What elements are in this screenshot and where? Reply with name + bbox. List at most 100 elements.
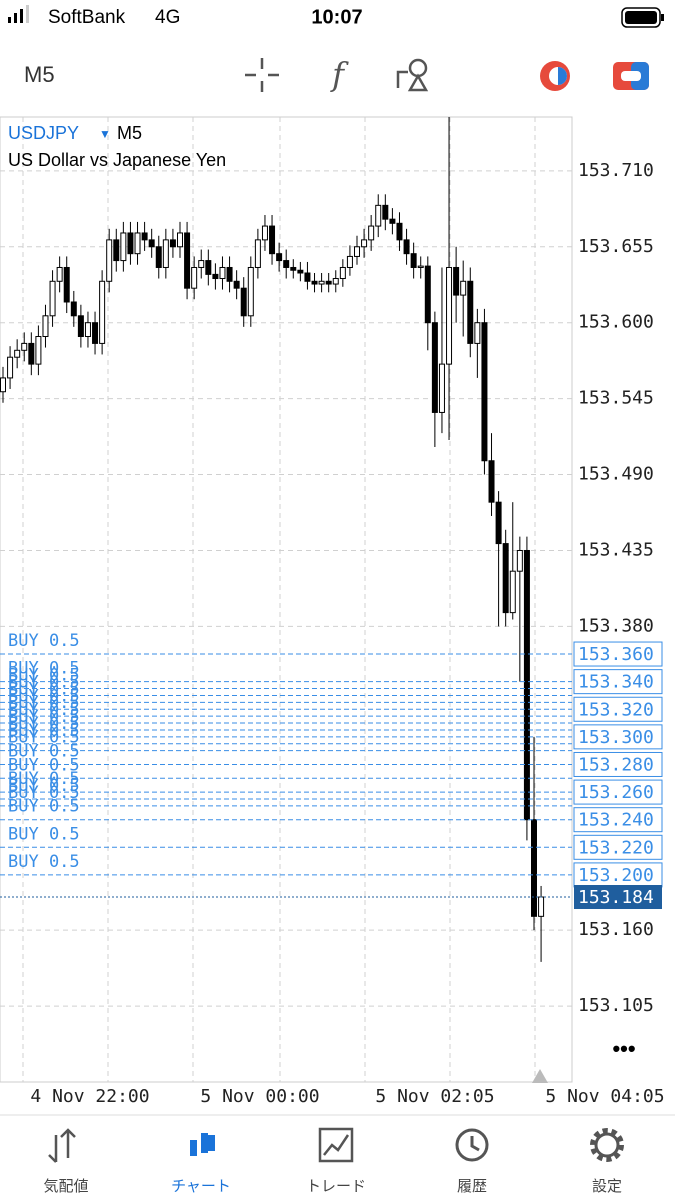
candle-body bbox=[361, 239, 368, 248]
indicators-button[interactable]: f bbox=[330, 56, 349, 94]
candle-body bbox=[297, 269, 304, 274]
candle-body bbox=[254, 239, 261, 268]
candle-body bbox=[84, 322, 91, 338]
candle-body bbox=[261, 225, 268, 241]
candle-body bbox=[531, 819, 537, 917]
tab-icon bbox=[318, 1127, 354, 1163]
candle-body bbox=[488, 460, 495, 503]
current-price-box bbox=[574, 885, 662, 910]
order-price-label: 153.240 bbox=[578, 810, 654, 831]
candle-body bbox=[113, 239, 120, 262]
order-label: BUY 0.5 bbox=[8, 693, 80, 713]
order-price-box bbox=[573, 807, 663, 833]
candle-body bbox=[481, 322, 488, 462]
more-button[interactable]: ••• bbox=[612, 1036, 635, 1061]
candle-body bbox=[304, 272, 311, 282]
scroll-marker bbox=[532, 1069, 548, 1083]
order-label: BUY 0.5 bbox=[8, 631, 80, 651]
order-price-label: 153.260 bbox=[578, 782, 654, 803]
order-price-box bbox=[573, 669, 663, 695]
order-label: BUY 0.5 bbox=[8, 666, 80, 686]
chart-title: US Dollar vs Japanese Yen bbox=[8, 150, 226, 170]
order-price-box bbox=[573, 641, 663, 667]
candle-body bbox=[523, 549, 530, 821]
candle-body bbox=[56, 266, 63, 282]
order-price-label: 153.340 bbox=[578, 672, 654, 693]
status-bar: SoftBank 4G 10:07 bbox=[8, 5, 664, 28]
candle-body bbox=[148, 239, 155, 248]
candle-body bbox=[92, 322, 99, 344]
candle-body bbox=[431, 322, 438, 413]
tab-label[interactable]: 履歴 bbox=[457, 1178, 487, 1195]
candle-body bbox=[290, 266, 297, 271]
x-tick-label: 5 Nov 02:05 bbox=[375, 1086, 494, 1107]
candle-body bbox=[226, 266, 233, 282]
crosshair-button[interactable] bbox=[245, 58, 279, 92]
tab-label[interactable]: 気配値 bbox=[43, 1178, 88, 1195]
tab-icon bbox=[190, 1133, 215, 1156]
candle-body bbox=[21, 342, 28, 351]
chart-area: 153.710 153.655 153.600 153.545 153.490 153.4… bbox=[0, 116, 665, 1107]
candle-body bbox=[191, 266, 198, 289]
candle-body bbox=[410, 253, 417, 268]
order-label: BUY 0.5 bbox=[8, 783, 80, 803]
order-price-box bbox=[573, 696, 663, 722]
candle-body bbox=[354, 246, 360, 257]
trade-button[interactable] bbox=[613, 62, 649, 90]
candle-body bbox=[538, 896, 545, 917]
candle-body bbox=[339, 266, 346, 280]
signal-bar bbox=[14, 13, 17, 23]
battery-tip bbox=[661, 14, 664, 21]
order-label: BUY 0.5 bbox=[8, 824, 80, 844]
order-label: BUY 0.5 bbox=[8, 728, 80, 748]
candle-body bbox=[0, 377, 6, 393]
candle-body bbox=[495, 501, 502, 545]
candle-body bbox=[403, 239, 410, 255]
candle-body bbox=[332, 278, 339, 285]
symbol-dropdown[interactable]: ▼ bbox=[99, 127, 111, 141]
y-tick-label: 153.600 bbox=[578, 312, 654, 333]
x-tick-label: 5 Nov 00:00 bbox=[200, 1086, 319, 1107]
timeframe-button[interactable]: M5 bbox=[24, 62, 55, 87]
signal-bar bbox=[8, 17, 11, 23]
battery bbox=[621, 7, 661, 28]
current-price-label: 153.184 bbox=[578, 887, 654, 908]
candle-body bbox=[396, 222, 403, 241]
tab-bar: 気配値 チャート トレード 履歴 設定 bbox=[0, 1114, 675, 1195]
candle-body bbox=[63, 266, 70, 303]
candle-body bbox=[35, 336, 42, 365]
candle-body bbox=[375, 204, 382, 227]
candle-body bbox=[389, 218, 396, 224]
order-label: BUY 0.5 bbox=[8, 672, 80, 692]
tab-label[interactable]: チャート bbox=[171, 1178, 231, 1195]
order-label: BUY 0.5 bbox=[8, 714, 80, 734]
order-label: BUY 0.5 bbox=[8, 721, 80, 741]
tab-label[interactable]: 設定 bbox=[592, 1178, 622, 1195]
x-tick-label: 4 Nov 22:00 bbox=[30, 1086, 149, 1107]
order-label: BUY 0.5 bbox=[8, 659, 80, 679]
order-label: BUY 0.5 bbox=[8, 741, 80, 761]
one-click-button[interactable] bbox=[540, 61, 570, 91]
y-tick-label: 153.105 bbox=[578, 995, 654, 1016]
order-label: BUY 0.5 bbox=[8, 769, 80, 789]
y-tick-label: 153.160 bbox=[578, 919, 654, 940]
tab-icon bbox=[48, 1128, 76, 1163]
candle-body bbox=[311, 280, 318, 285]
plot-frame bbox=[0, 116, 573, 1083]
candle-body bbox=[516, 549, 523, 572]
order-label: BUY 0.5 bbox=[8, 755, 80, 775]
order-label: BUY 0.5 bbox=[8, 700, 80, 720]
candle-body bbox=[120, 232, 127, 262]
symbol[interactable]: USDJPY bbox=[8, 123, 79, 143]
objects-button[interactable] bbox=[396, 58, 429, 92]
order-price-label: 153.360 bbox=[578, 644, 654, 665]
tab-label[interactable]: トレード bbox=[306, 1178, 366, 1195]
order-price-box bbox=[573, 862, 663, 888]
y-tick-label: 153.710 bbox=[578, 160, 654, 181]
candle-body bbox=[467, 280, 474, 344]
candle-body bbox=[14, 349, 21, 358]
network: 4G bbox=[155, 7, 180, 28]
candle-body bbox=[269, 225, 276, 255]
